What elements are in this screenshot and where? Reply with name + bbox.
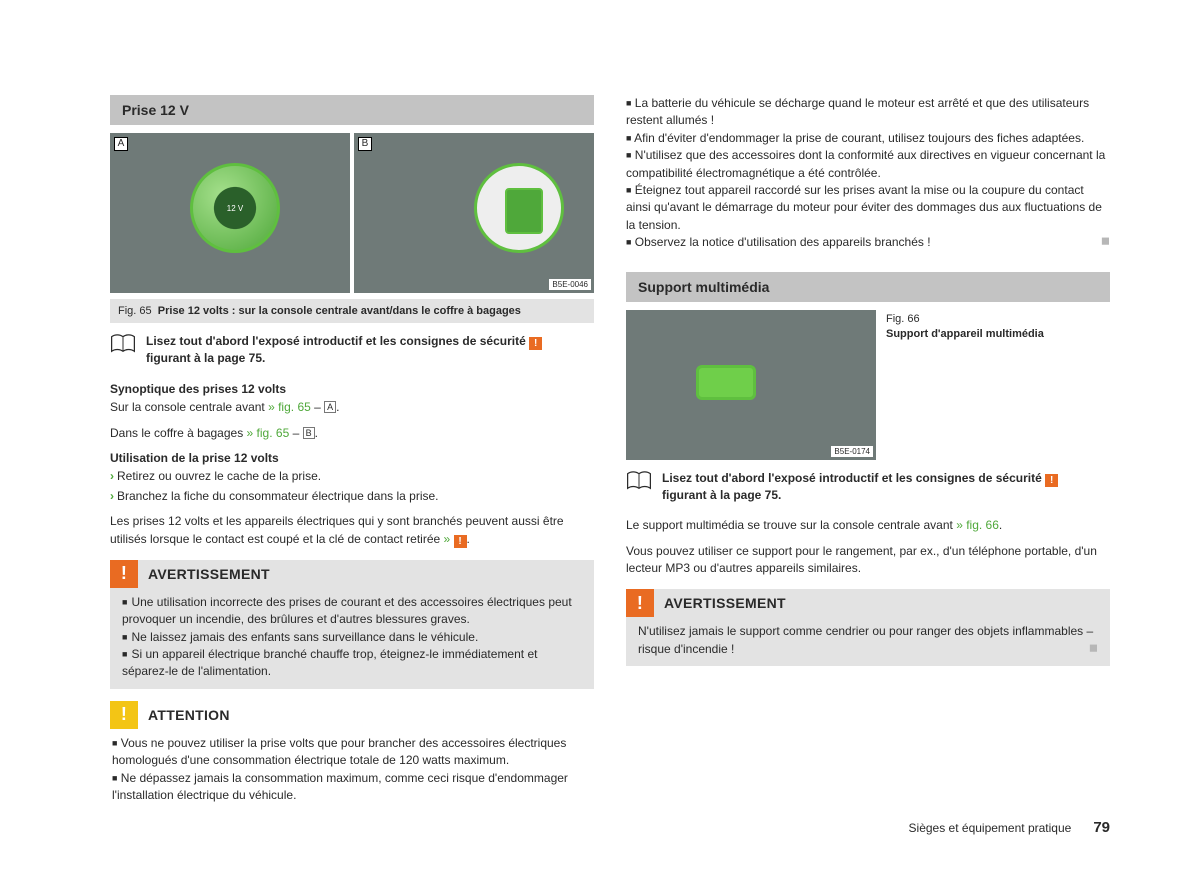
square-bullet-icon: ■ [122,596,127,609]
square-bullet-icon: ■ [626,132,631,145]
top-bullet: ■ Observez la notice d'utilisation des a… [626,234,1110,251]
attention-box: ! ATTENTION ■ Vous ne pouvez utiliser la… [110,701,594,805]
att-bullet: ■ Vous ne pouvez utiliser la prise volts… [112,735,592,770]
square-bullet-icon: ■ [626,97,631,110]
figure-number: Fig. 66 [886,313,920,325]
avertissement-title: AVERTISSEMENT [664,595,786,611]
attention-header: ! ATTENTION [110,701,594,729]
top-bullet-list: ■ La batterie du véhicule se décharge qu… [626,95,1110,252]
page-footer: Sièges et équipement pratique 79 [909,819,1110,836]
heading-support-multimedia: Support multimédia [626,272,1110,302]
figure-code: B5E-0046 [549,279,591,290]
square-bullet-icon: ■ [112,737,117,750]
top-bullet: ■ N'utilisez que des accessoires dont la… [626,147,1110,182]
page-number: 79 [1093,819,1110,836]
avertissement-box: ! AVERTISSEMENT N'utilisez jamais le sup… [626,589,1110,666]
fig-ref: » fig. 66 [956,518,999,532]
avertissement-title: AVERTISSEMENT [148,566,270,582]
figure-number: Fig. 65 [118,305,152,317]
paragraph-location: Le support multimédia se trouve sur la c… [626,517,1110,534]
attention-icon: ! [110,701,138,729]
socket-highlight-icon [190,163,280,253]
paragraph-usage: Vous pouvez utiliser ce support pour le … [626,543,1110,578]
top-bullet: ■ Éteignez tout appareil raccordé sur le… [626,182,1110,234]
read-first-block: Lisez tout d'abord l'exposé introductif … [110,333,594,367]
warning-badge-icon: ! [454,535,467,548]
figure-label-b: B [358,137,372,151]
figure-66-caption: Fig. 66 Support d'appareil multimédia [886,310,1044,460]
figure-65-image-a: A [110,133,350,293]
figure-65-caption: Fig. 65 Prise 12 volts : sur la console … [110,299,594,323]
square-bullet-icon: ■ [122,631,127,644]
socket-highlight-icon [474,163,564,253]
square-bullet-icon: ■ [626,184,631,197]
subhead-synoptique: Synoptique des prises 12 volts [110,381,594,398]
top-bullet: ■ La batterie du véhicule se décharge qu… [626,95,1110,130]
section-end-icon: ◼ [1101,234,1110,250]
warning-badge-icon: ! [1045,474,1058,487]
ref-box-b: B [303,427,315,439]
read-first-text: Lisez tout d'abord l'exposé introductif … [146,333,542,367]
avertissement-header: ! AVERTISSEMENT [626,589,1110,623]
attention-title: ATTENTION [148,707,230,723]
read-first-block: Lisez tout d'abord l'exposé introductif … [626,470,1110,504]
square-bullet-icon: ■ [112,772,117,785]
warn-bullet: N'utilisez jamais le support comme cendr… [638,623,1098,658]
warning-icon: ! [110,560,138,588]
avertissement-box: ! AVERTISSEMENT ■Une utilisation incorre… [110,560,594,689]
figure-caption-text: Support d'appareil multimédia [886,328,1044,340]
chevron-icon: › [110,469,114,483]
fig-ref: » fig. 65 [247,426,290,440]
holder-highlight-icon [696,365,756,400]
step-1: ›Retirez ou ouvrez le cache de la prise. [110,468,594,485]
paragraph-usage: Les prises 12 volts et les appareils éle… [110,513,594,548]
subhead-utilisation: Utilisation de la prise 12 volts [110,450,594,467]
line-coffre: Dans le coffre à bagages » fig. 65 – B. [110,425,594,442]
square-bullet-icon: ■ [122,648,127,661]
figure-66-image: B5E-0174 [626,310,876,460]
warn-bullet: ■Ne laissez jamais des enfants sans surv… [122,629,582,646]
square-bullet-icon: ■ [626,149,631,162]
figure-66: B5E-0174 Fig. 66 Support d'appareil mult… [626,310,1110,460]
footer-section-name: Sièges et équipement pratique [909,821,1072,835]
square-bullet-icon: ■ [626,236,631,249]
chevron-icon: › [110,489,114,503]
right-column: ■ La batterie du véhicule se décharge qu… [626,95,1110,816]
figure-label-a: A [114,137,128,151]
warn-bullet: ■Si un appareil électrique branché chauf… [122,646,582,681]
section-end-icon: ◼ [1089,641,1098,657]
warning-icon: ! [626,589,654,617]
figure-caption-text: Prise 12 volts : sur la console centrale… [158,305,521,317]
figure-code: B5E-0174 [831,446,873,457]
figure-65: A B B5E-0046 [110,133,594,293]
fig-ref: » fig. 65 [268,400,311,414]
read-first-text: Lisez tout d'abord l'exposé introductif … [662,470,1058,504]
att-bullet: ■ Ne dépassez jamais la consommation max… [112,770,592,805]
warning-badge-icon: ! [529,337,542,350]
book-icon [110,333,136,358]
line-console-avant: Sur la console centrale avant » fig. 65 … [110,399,594,416]
heading-prise-12v: Prise 12 V [110,95,594,125]
top-bullet: ■ Afin d'éviter d'endommager la prise de… [626,130,1110,147]
warn-bullet: ■Une utilisation incorrecte des prises d… [122,594,582,629]
step-2: ›Branchez la fiche du consommateur élect… [110,488,594,505]
figure-65-image-b: B B5E-0046 [354,133,594,293]
book-icon [626,470,652,495]
ref-box-a: A [324,401,336,413]
left-column: Prise 12 V A B B5E-0046 Fig. 65 Prise 12… [110,95,594,816]
avertissement-header: ! AVERTISSEMENT [110,560,594,594]
